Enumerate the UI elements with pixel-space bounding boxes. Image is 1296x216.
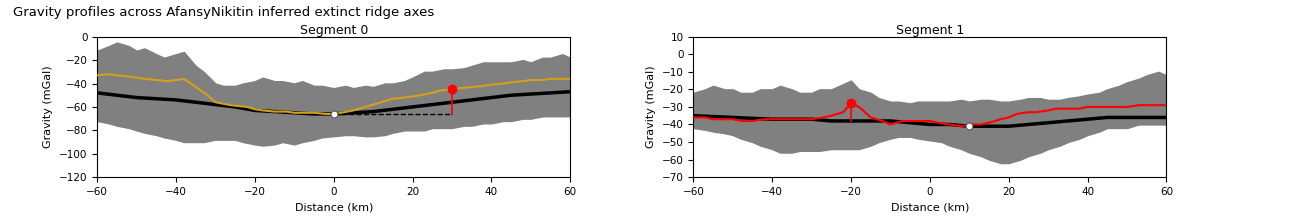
X-axis label: Distance (km): Distance (km) <box>890 202 969 212</box>
Title: Segment 0: Segment 0 <box>299 24 368 37</box>
Y-axis label: Gravity (mGal): Gravity (mGal) <box>44 66 53 148</box>
Text: Gravity profiles across AfansyNikitin inferred extinct ridge axes: Gravity profiles across AfansyNikitin in… <box>13 6 434 19</box>
X-axis label: Distance (km): Distance (km) <box>294 202 373 212</box>
Title: Segment 1: Segment 1 <box>896 24 964 37</box>
Y-axis label: Gravity (mGal): Gravity (mGal) <box>647 66 656 148</box>
